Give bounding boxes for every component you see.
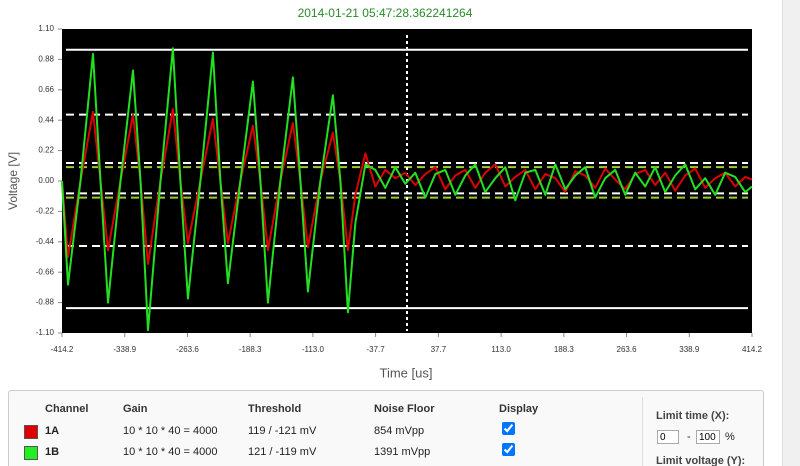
y-tick-label: 0.88 [38,55,54,64]
y-tick-label: -0.44 [36,237,55,246]
y-tick-label: -0.88 [36,298,55,307]
x-tick-label: -188.3 [239,345,262,354]
limit-time-label: Limit time (X): [656,410,730,422]
noise-floor: 854 mVpp [374,425,425,437]
limit-time-min[interactable] [657,430,679,444]
y-tick-label: 1.10 [38,24,54,33]
x-tick-label: 113.0 [491,345,511,354]
y-tick-label: 0.44 [38,115,54,124]
channel: 1A [45,425,60,437]
x-tick-label: 414.2 [742,345,763,354]
x-tick-label: 188.3 [554,345,575,354]
series-line [61,108,753,265]
series-line [61,47,753,332]
limits-panel [642,397,761,466]
channel-swatch [24,446,38,460]
x-tick-label: -263.6 [176,345,199,354]
x-tick-label: -113.0 [302,345,325,354]
channel: 1B [45,446,60,458]
y-tick-label: 0.22 [38,146,54,155]
column-header: Gain [123,403,148,415]
y-tick-label: -0.22 [36,207,55,216]
x-tick-label: -414.2 [51,345,74,354]
x-tick-label: -338.9 [113,345,136,354]
x-axis-label: Time [us] [380,365,433,380]
x-tick-label: -37.7 [366,345,385,354]
y-tick-label: 0.00 [38,176,54,185]
y-tick-label: 0.66 [38,85,54,94]
x-tick-label: 338.9 [679,345,700,354]
column-header: Channel [45,403,89,415]
y-tick-label: -1.10 [36,328,55,337]
y-tick-label: -0.66 [36,267,55,276]
noise-floor: 1391 mVpp [374,446,431,458]
time-unit: % [725,431,735,443]
channel-panel [8,390,764,466]
scrollbar[interactable] [782,0,800,466]
column-header: Display [499,403,539,415]
chart: 2014-01-21 05:47:28.362241264 Time [us] … [6,6,763,380]
x-tick-label: 263.6 [617,345,638,354]
chart-title: 2014-01-21 05:47:28.362241264 [298,6,473,20]
gain: 10 * 10 * 40 = 4000 [123,425,218,437]
column-header: Noise Floor [374,403,435,415]
range-separator: - [687,431,691,443]
column-header: Threshold [248,403,302,415]
channel-swatch [24,425,38,439]
threshold: 119 / -121 mV [248,425,317,437]
gain: 10 * 10 * 40 = 4000 [123,446,218,458]
display-checkbox[interactable] [502,422,515,435]
y-axis-label: Voltage [V] [6,152,20,210]
limit-voltage-label: Limit voltage (Y): [656,455,746,466]
limit-time-max[interactable] [696,430,720,444]
x-tick-label: 37.7 [431,345,447,354]
display-checkbox[interactable] [502,443,515,456]
threshold: 121 / -119 mV [248,446,317,458]
